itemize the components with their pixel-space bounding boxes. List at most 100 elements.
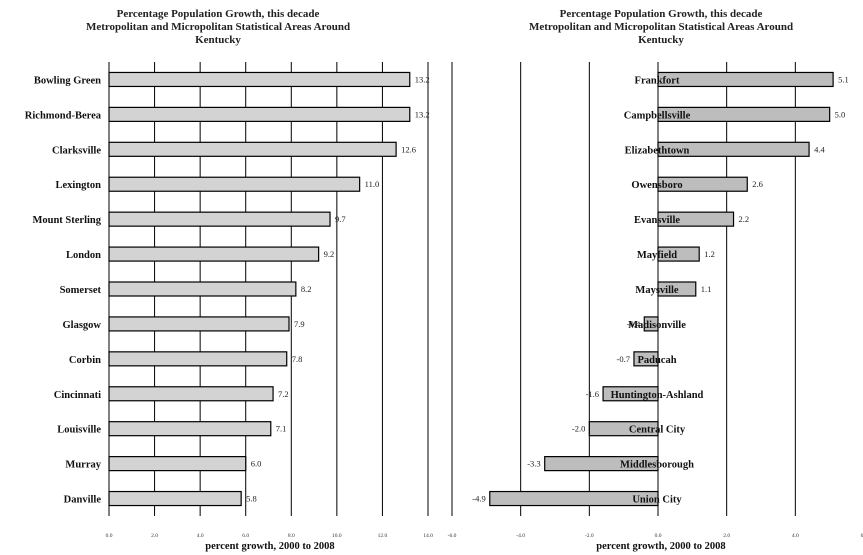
data-label: 1.2 [704,249,715,259]
x-tick-label: 4.0 [197,533,204,539]
x-tick-label: 10.0 [332,533,342,539]
category-label: Huntington-Ashland [611,390,704,401]
x-tick-label: 8.0 [288,533,295,539]
bar [108,281,297,297]
category-label: Paducah [637,355,676,366]
x-tick-label: -6.0 [448,533,457,539]
x-tick-label: 6.0 [861,533,863,539]
chart-title-line: Kentucky [195,34,241,46]
category-label: Mount Sterling [32,215,101,226]
data-label: 5.1 [838,74,849,84]
bar [489,490,659,507]
bar [108,351,288,367]
bar [643,316,659,332]
x-tick-label: -2.0 [585,533,594,539]
category-label: Maysville [635,285,678,296]
chart-2: Percentage Population Growth, this decad… [448,8,863,552]
x-tick-label: 4.0 [792,533,799,539]
bar [657,176,748,192]
chart-title-line: Percentage Population Growth, this decad… [560,8,763,20]
data-label: 7.9 [294,319,305,329]
category-label: Bowling Green [34,75,101,86]
bar [633,351,659,367]
category-label: Elizabethtown [625,145,690,156]
category-label: Cincinnati [54,390,101,401]
data-label: 6.0 [251,459,262,469]
data-label: -4.9 [472,494,485,504]
data-label: 7.1 [276,424,287,434]
data-label: 13.2 [415,109,430,119]
category-label: London [66,250,101,261]
data-label: 2.6 [752,179,763,189]
data-label: -2.0 [572,424,585,434]
bar [657,281,697,297]
category-label: Mayfield [637,250,677,261]
data-label: 7.8 [292,354,303,364]
bar [657,71,834,88]
data-label: 13.2 [415,74,430,84]
x-axis-title: percent growth, 2000 to 2008 [205,541,334,552]
data-label: 8.2 [301,284,312,294]
data-label: -1.6 [586,389,599,399]
x-tick-label: 2.0 [723,533,730,539]
bar [602,386,659,402]
bar [108,386,274,402]
category-label: Owensboro [631,180,682,191]
x-tick-label: 0.0 [106,533,113,539]
data-label: 12.6 [401,144,416,154]
category-label: Danville [64,495,102,506]
category-label: Union City [632,495,682,506]
bar [108,316,290,332]
category-label: Louisville [57,425,101,436]
x-tick-label: 2.0 [151,533,158,539]
category-label: Corbin [69,355,101,366]
bar [108,456,247,472]
bar [108,176,361,192]
category-label: Glasgow [62,320,101,331]
bar [657,106,831,122]
category-label: Lexington [55,180,101,191]
bar [657,211,735,227]
category-label: Murray [65,460,101,471]
data-label: 9.7 [335,214,346,224]
category-label: Clarksville [52,145,101,156]
x-tick-label: 14.0 [423,533,433,539]
category-label: Evansville [634,215,680,226]
chart-1: Percentage Population Growth, this decad… [25,8,433,552]
data-label: 11.0 [365,179,380,189]
category-label: Somerset [60,285,102,296]
data-label: -0.7 [616,354,629,364]
bar [108,211,331,227]
data-label: 5.0 [835,109,846,119]
bar [588,421,659,437]
data-label: 7.2 [278,389,289,399]
category-label: Campbellsville [624,110,691,121]
data-label: 9.2 [324,249,335,259]
bar [108,421,272,437]
bar [108,490,242,507]
category-label: Richmond-Berea [25,110,102,121]
chart-title-line: Kentucky [638,34,684,46]
bar [108,141,397,157]
bar [544,456,659,472]
chart-title-line: Metropolitan and Micropolitan Statistica… [86,21,350,33]
bar [108,106,411,122]
x-axis-title: percent growth, 2000 to 2008 [596,541,725,552]
chart-title-line: Percentage Population Growth, this decad… [117,8,320,20]
x-tick-label: 12.0 [378,533,388,539]
x-tick-label: 6.0 [242,533,249,539]
category-label: Central City [629,425,686,436]
x-tick-label: -4.0 [516,533,525,539]
category-label: Frankfort [635,75,680,86]
category-label: Middlesborough [620,460,694,471]
data-label: 5.8 [246,494,257,504]
category-label: Madisonville [628,320,686,331]
x-tick-label: 0.0 [655,533,662,539]
data-label: 1.1 [701,284,712,294]
bar [108,246,320,262]
bar [657,246,700,262]
data-label: 4.4 [814,144,825,154]
data-label: -3.3 [527,459,540,469]
bar [108,71,411,88]
